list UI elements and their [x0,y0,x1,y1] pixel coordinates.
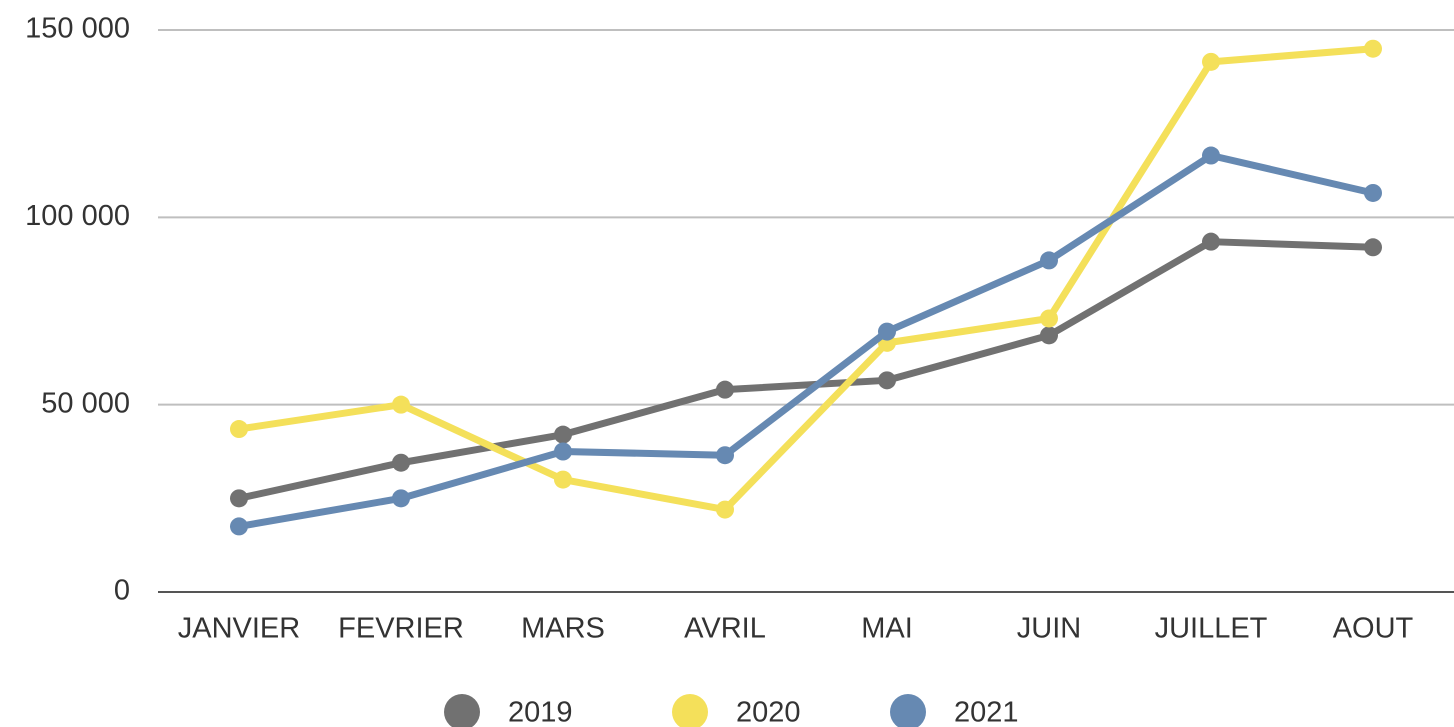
data-point [1202,146,1220,165]
y-tick-label: 50 000 [41,387,130,419]
data-point [1040,326,1058,345]
data-point [716,500,734,519]
legend-label: 2019 [508,697,573,727]
data-point [1202,232,1220,251]
data-point [1040,251,1058,270]
data-point [1364,183,1382,202]
data-point [878,322,896,341]
data-point [554,425,572,444]
data-point [554,470,572,489]
x-tick-label: MAI [861,613,913,645]
data-point [230,420,248,439]
legend-swatch [444,694,480,727]
y-tick-label: 0 [114,575,130,607]
x-tick-label: JANVIER [178,613,300,645]
data-point [1364,39,1382,58]
legend-swatch [672,694,708,727]
legend-label: 2021 [954,697,1019,727]
x-tick-label: FEVRIER [338,613,464,645]
y-tick-label: 150 000 [25,13,130,45]
legend-label: 2020 [736,697,801,727]
x-tick-label: JUIN [1017,613,1081,645]
data-point [716,446,734,465]
series-line [238,45,1374,514]
series-line [238,152,1374,530]
data-point [230,517,248,536]
data-point [392,453,410,472]
data-point [1040,309,1058,328]
data-point [230,489,248,508]
series-line [238,238,1374,502]
data-point [716,380,734,399]
data-point [392,395,410,414]
x-tick-label: MARS [521,613,605,645]
y-tick-label: 100 000 [25,200,130,232]
data-point [1364,238,1382,257]
data-point [392,489,410,508]
data-point [878,371,896,390]
legend-swatch [890,694,926,727]
x-tick-label: JUILLET [1155,613,1268,645]
x-tick-label: AOUT [1333,613,1414,645]
x-tick-label: AVRIL [684,613,766,645]
data-point [1202,52,1220,71]
data-point [554,442,572,461]
